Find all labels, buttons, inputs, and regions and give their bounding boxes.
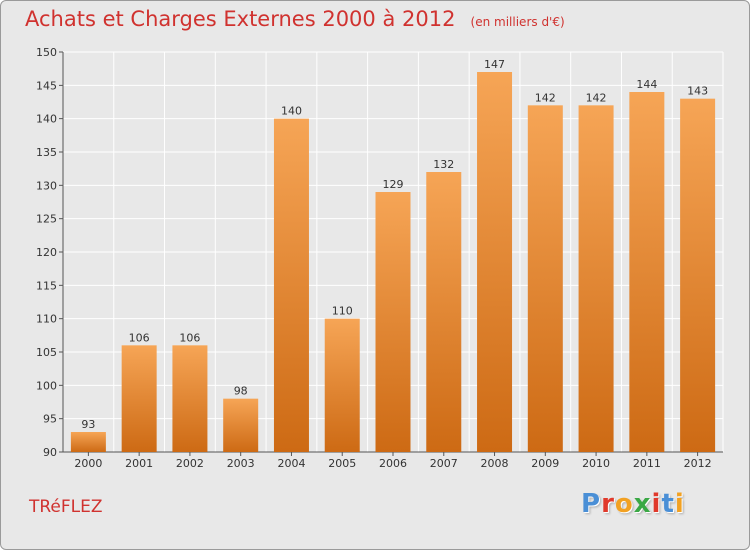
value-label-2003: 98 [234,385,248,398]
y-tick-label: 95 [43,413,57,426]
value-label-2005: 110 [332,305,353,318]
value-label-2006: 129 [383,178,404,191]
value-label-2008: 147 [484,58,505,71]
x-tick-label-2011: 2011 [633,457,661,470]
y-tick-label: 125 [36,213,57,226]
bar-2000 [70,432,106,452]
chart-title: Achats et Charges Externes 2000 à 2012 [25,7,456,31]
x-tick-label-2002: 2002 [176,457,204,470]
x-tick-label-2008: 2008 [481,457,509,470]
chart-header: Achats et Charges Externes 2000 à 2012 (… [25,7,565,31]
value-label-2004: 140 [281,105,302,118]
y-tick-label: 140 [36,113,57,126]
y-tick-label: 130 [36,179,57,192]
bar-2011 [629,92,665,452]
x-tick-label-2004: 2004 [277,457,305,470]
y-tick-label: 90 [43,446,57,459]
bar-2005 [324,318,360,452]
commune-name: TRéFLEZ [29,497,103,517]
y-tick-label: 145 [36,79,57,92]
labels: 90 95 100 105 110 115 120 125 130 135 140 145 150 93 2… [36,46,712,470]
y-tick-label: 105 [36,346,57,359]
y-tick-label: 115 [36,279,57,292]
x-tick-label-2012: 2012 [684,457,712,470]
bar-2001 [121,345,157,452]
bar-2006 [375,192,411,452]
value-label-2012: 143 [687,85,708,98]
x-tick-label-2010: 2010 [582,457,610,470]
bar-2004 [273,118,309,453]
y-tick-label: 135 [36,146,57,159]
bar-2009 [527,105,563,452]
brand-logo: Proxiti [581,489,685,519]
brand-letter: i [674,489,685,519]
y-tick-label: 100 [36,379,57,392]
x-tick-label-2000: 2000 [74,457,102,470]
value-label-2010: 142 [586,91,607,104]
brand-letter: t [661,489,675,519]
y-tick-label: 110 [36,313,57,326]
bar-2002 [172,345,208,452]
y-tick-label: 120 [36,246,57,259]
brand-letter: x [633,489,652,519]
x-tick-label-2006: 2006 [379,457,407,470]
y-tick-label: 150 [36,46,57,59]
value-label-2000: 93 [81,418,95,431]
bar-2008 [477,72,513,452]
bar-2003 [223,398,259,452]
x-tick-label-2003: 2003 [227,457,255,470]
bar-2012 [680,98,716,453]
x-tick-label-2001: 2001 [125,457,153,470]
value-label-2009: 142 [535,91,556,104]
brand-letter: i [651,489,662,519]
bar-2007 [426,172,462,452]
brand-letter: P [581,489,602,519]
x-tick-label-2009: 2009 [531,457,559,470]
chart-unit: (en milliers d'€) [470,15,565,29]
brand-letter: o [614,489,634,519]
bar-2010 [578,105,614,452]
value-label-2001: 106 [129,331,150,344]
value-label-2002: 106 [179,331,200,344]
value-label-2011: 144 [636,78,657,91]
value-label-2007: 132 [433,158,454,171]
x-tick-label-2007: 2007 [430,457,458,470]
x-tick-label-2005: 2005 [328,457,356,470]
bars [70,72,716,453]
brand-letter: r [601,489,615,519]
